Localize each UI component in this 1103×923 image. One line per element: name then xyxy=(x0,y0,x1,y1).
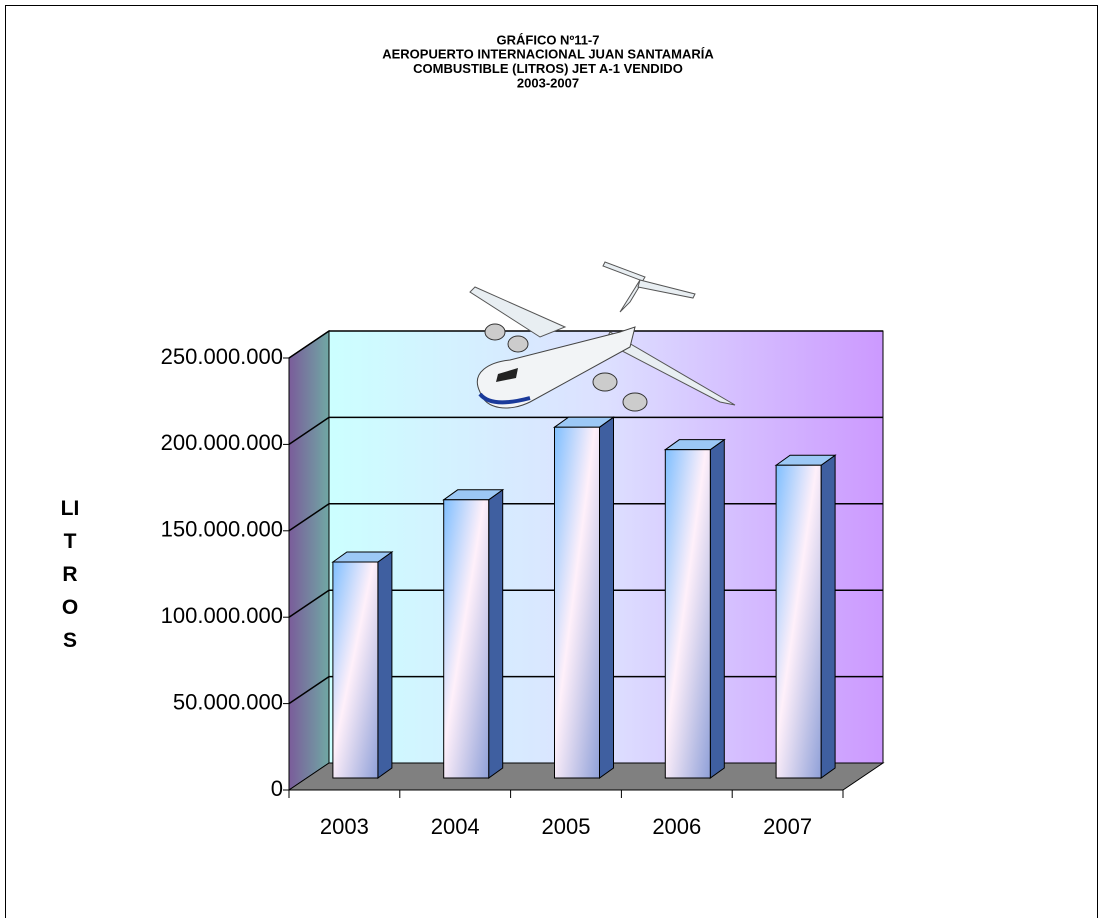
frame xyxy=(5,5,1098,923)
grid-line xyxy=(288,330,883,359)
x-tick-label: 2006 xyxy=(652,814,701,839)
y-tick-label: 200.000.000 xyxy=(161,430,283,455)
y-axis-label: LITROS xyxy=(60,497,80,652)
bar-side xyxy=(599,416,614,779)
bar xyxy=(443,499,490,779)
left-wall xyxy=(288,330,330,791)
airplane-illustration xyxy=(469,261,736,412)
chart-title: GRÁFICO Nº11-7 xyxy=(497,32,600,47)
chart-title: 2003-2007 xyxy=(517,75,579,90)
x-tick-label: 2007 xyxy=(763,814,812,839)
chart-title: AEROPUERTO INTERNACIONAL JUAN SANTAMARÍA xyxy=(382,47,714,62)
y-tick-label: 150.000.000 xyxy=(161,517,283,542)
chart-title: COMBUSTIBLE (LITROS) JET A-1 VENDIDO xyxy=(413,61,683,76)
y-tick-label: 0 xyxy=(271,776,283,801)
y-tick-label: 50.000.000 xyxy=(173,689,283,714)
y-tick-label: 100.000.000 xyxy=(161,603,283,628)
plot-area: 0 50.000.000 100.000.000 150.000.000 200.000… xyxy=(161,330,885,839)
bar xyxy=(664,449,711,779)
bar xyxy=(775,464,822,779)
bar-side xyxy=(820,454,836,779)
x-tick-label: 2004 xyxy=(431,814,480,839)
bar-side xyxy=(709,438,725,779)
x-tick-label: 2003 xyxy=(320,814,369,839)
bar xyxy=(554,426,600,779)
bar xyxy=(332,561,379,779)
x-tick-label: 2005 xyxy=(542,814,591,839)
y-tick-label: 250.000.000 xyxy=(161,344,283,369)
bar-side xyxy=(488,488,504,779)
grid-line xyxy=(288,416,883,446)
bar-side xyxy=(377,551,393,779)
